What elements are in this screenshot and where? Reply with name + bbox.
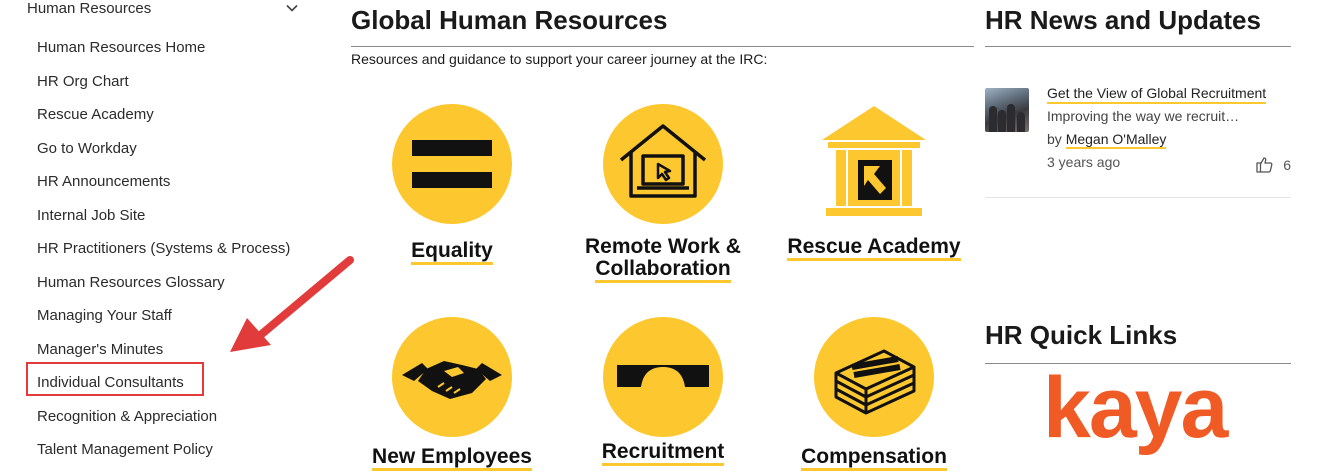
sidebar-item-talent-policy[interactable]: Talent Management Policy [37, 441, 213, 458]
tile-remote-work-label-line2: Collaboration [595, 258, 731, 283]
news-headline-link[interactable]: Get the View of Global Recruitment [1047, 85, 1267, 104]
news-timestamp: 3 years ago [1047, 154, 1121, 170]
tile-new-employees-label: New Employees [372, 446, 532, 471]
kaya-logo-link[interactable]: kaya [1043, 360, 1228, 456]
news-by-prefix: by [1047, 131, 1062, 147]
sidebar-item-hr-org-chart[interactable]: HR Org Chart [37, 72, 129, 90]
thumbs-up-icon [1256, 157, 1273, 173]
annotation-arrow-icon [230, 256, 354, 352]
sidebar-item-hr-glossary[interactable]: Human Resources Glossary [37, 273, 225, 291]
sidebar-item-hr-announcements[interactable]: HR Announcements [37, 173, 171, 190]
news-byline: by Megan O'Malley [1047, 131, 1167, 149]
news-author-link[interactable]: Megan O'Malley [1065, 131, 1167, 149]
tile-remote-work-label-line1: Remote Work & [585, 235, 741, 258]
tile-new-employees[interactable]: New Employees [347, 317, 557, 473]
sidebar-item-individual-consultants[interactable]: Individual Consultants [37, 374, 184, 391]
quick-links-title: HR Quick Links [985, 320, 1178, 350]
house-laptop-icon [603, 104, 723, 224]
sidebar-item-recognition[interactable]: Recognition & Appreciation [37, 407, 218, 425]
tile-recruitment-label: Recruitment [601, 441, 725, 466]
equality-icon [392, 104, 512, 224]
sidebar-nav: Human Resources Human Resources Home HR … [0, 0, 354, 473]
sidebar-item-rescue-academy[interactable]: Rescue Academy [37, 106, 154, 123]
tile-rescue-academy-label: Rescue Academy [787, 236, 961, 261]
page-title: Global Human Resources [351, 5, 668, 35]
chevron-down-icon [286, 4, 298, 12]
annotation-highlight-box [26, 362, 204, 396]
tile-rescue-academy[interactable]: Rescue Academy [769, 104, 979, 269]
money-stack-icon [814, 317, 934, 437]
news-separator [985, 197, 1291, 198]
right-column: HR News and Updates Get the View of Glob… [985, 0, 1291, 473]
news-title-divider [985, 46, 1291, 47]
sidebar-section-title: Human Resources [27, 0, 152, 17]
sidebar-item-managers-minutes[interactable]: Manager's Minutes [37, 340, 164, 358]
sidebar-item-managing-staff[interactable]: Managing Your Staff [37, 307, 172, 324]
quick-links-divider [985, 363, 1291, 364]
news-section-title: HR News and Updates [985, 5, 1261, 35]
bridge-icon [603, 317, 723, 437]
tile-compensation-label: Compensation [801, 446, 947, 471]
main-content: Global Human Resources Resources and gui… [351, 0, 974, 473]
sidebar-item-hr-home[interactable]: Human Resources Home [37, 39, 206, 56]
tile-equality[interactable]: Equality [347, 104, 557, 269]
tile-remote-work[interactable]: Remote Work & Collaboration [558, 104, 768, 284]
like-count: 6 [1283, 157, 1291, 173]
news-excerpt: Improving the way we recruit… [1047, 108, 1240, 124]
like-button[interactable]: 6 [1256, 156, 1291, 173]
tile-equality-label: Equality [411, 240, 493, 265]
title-divider [351, 46, 974, 47]
sidebar-section-toggle[interactable]: Human Resources [27, 0, 307, 22]
tile-compensation[interactable]: Compensation [769, 317, 979, 473]
page-subtitle: Resources and guidance to support your c… [351, 51, 768, 67]
sidebar-item-workday[interactable]: Go to Workday [37, 139, 137, 157]
sidebar-item-internal-job-site[interactable]: Internal Job Site [37, 206, 146, 224]
news-thumbnail[interactable] [985, 88, 1029, 132]
handshake-icon [392, 317, 512, 437]
tile-recruitment[interactable]: Recruitment [558, 317, 768, 473]
sidebar-item-hr-practitioners[interactable]: HR Practitioners (Systems & Process) [37, 240, 291, 257]
sidebar-list: Human Resources Home HR Org Chart Rescue… [37, 37, 290, 473]
academy-building-icon [814, 104, 934, 224]
